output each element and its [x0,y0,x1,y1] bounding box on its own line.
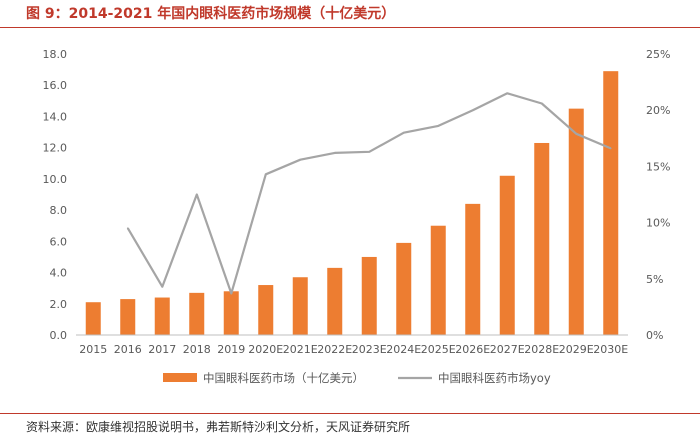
yoy-point [264,173,267,176]
y-right-tick-label: 20% [646,104,670,117]
y-left-tick-label: 8.0 [50,204,68,217]
y-left-tick-label: 2.0 [50,298,68,311]
bar [603,71,619,335]
y-left-tick-label: 12.0 [43,142,68,155]
x-tick-label: 2027E [490,343,525,356]
bar [223,291,239,335]
yoy-point [471,109,474,111]
bar [568,108,584,335]
x-tick-label: 2025E [421,343,456,356]
yoy-point [609,147,612,150]
y-left-tick-label: 16.0 [43,79,68,92]
x-tick-label: 2020E [248,343,283,356]
bar [258,285,274,335]
yoy-point [575,133,578,135]
yoy-point [126,227,129,230]
x-tick-label: 2029E [559,343,594,356]
x-tick-label: 2017 [148,343,176,356]
bar [154,297,170,335]
y-right-tick-label: 15% [646,160,670,173]
bar [465,203,481,335]
x-tick-label: 2023E [352,343,387,356]
y-left-tick-label: 4.0 [50,267,68,280]
y-left-tick-label: 0.0 [50,329,68,342]
x-tick-label: 2019 [217,343,245,356]
yoy-point [333,152,336,154]
figure-footer: 资料来源：欧康维视招股说明书，弗若斯特沙利文分析，天风证券研究所 [0,413,700,438]
combo-chart: 0.0 2.0 4.0 6.0 8.0 10.0 12.0 14.0 16.0 18.0 0% 5% 1… [43,48,671,385]
x-tick-label: 2018 [183,343,211,356]
figure-title: 图 9：2014-2021 年国内眼科医药市场规模（十亿美元） [26,6,396,22]
legend-swatch-bar [163,373,197,382]
bar [327,267,343,335]
bar [120,299,136,335]
x-tick-label: 2016 [114,343,142,356]
bar [430,225,446,335]
x-tick-label: 2028E [524,343,559,356]
x-tick-label: 2024E [386,343,421,356]
x-tick-label: 2022E [317,343,352,356]
bar [361,256,377,335]
x-tick-label: 2015 [79,343,107,356]
y-left-tick-label: 10.0 [43,173,68,186]
y-right-tick-label: 10% [646,217,670,230]
y-right-tick-label: 25% [646,48,670,61]
y-left-tick-label: 14.0 [43,110,68,123]
yoy-point [230,292,233,295]
bar [292,277,308,335]
yoy-point [437,125,440,127]
yoy-point [368,150,371,153]
y-left-tick-label: 18.0 [43,48,68,61]
yoy-point [195,193,198,196]
x-tick-label: 2021E [283,343,318,356]
x-tick-label: 2026E [455,343,490,356]
bar [85,302,101,335]
y-left-tick-label: 6.0 [50,235,68,248]
y-right-tick-label: 0% [646,329,663,342]
source-note: 资料来源：欧康维视招股说明书，弗若斯特沙利文分析，天风证券研究所 [26,420,411,434]
yoy-point [506,92,509,95]
bar [534,142,550,335]
yoy-point [540,102,543,105]
figure-header: 图 9：2014-2021 年国内眼科医药市场规模（十亿美元） [0,0,700,28]
legend-label-bar: 中国眼科医药市场（十亿美元） [203,371,364,385]
bar [189,292,205,335]
yoy-point [161,285,164,288]
x-tick-label: 2030E [593,343,628,356]
yoy-point [402,131,405,134]
bar [396,242,412,335]
y-right-tick-label: 5% [646,273,663,286]
legend-label-line: 中国眼科医药市场yoy [438,371,551,385]
bar [499,175,515,335]
yoy-point [299,158,302,161]
